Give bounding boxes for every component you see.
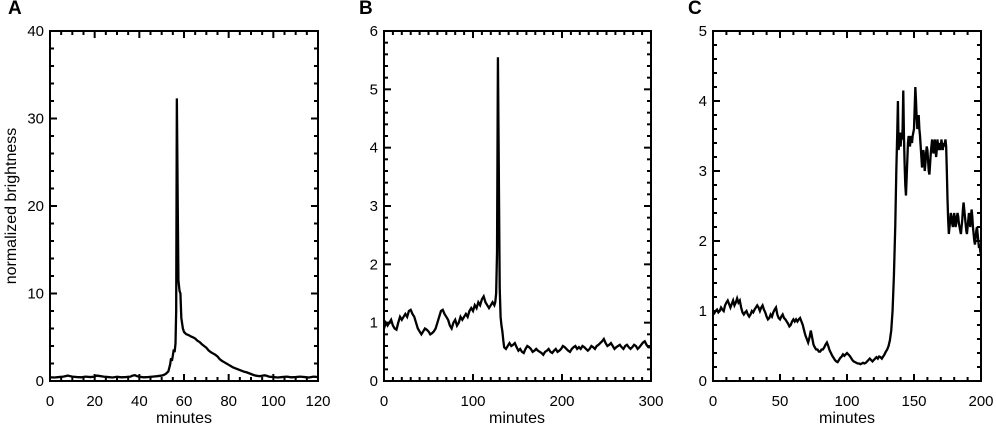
- axis-ticks: [49, 30, 319, 382]
- y-tick-label: 5: [370, 81, 378, 98]
- y-tick-label: 5: [699, 23, 707, 40]
- x-tick-label: 120: [305, 393, 330, 410]
- x-tick-label: 80: [220, 393, 237, 410]
- data-line-c: [712, 86, 983, 366]
- panel-b: 0 100 200 300 0 1 2 3 4 5 6: [370, 23, 664, 410]
- axis-ticks: [383, 30, 652, 382]
- y-tick-label: 2: [699, 233, 707, 250]
- x-tick-label: 300: [638, 393, 663, 410]
- y-tick-label: 20: [27, 198, 44, 215]
- x-tick-label: 50: [772, 393, 789, 410]
- y-tick-label: 0: [36, 373, 44, 390]
- tick-labels: 0 50 100 150 200 0 1 2 3 4 5: [699, 23, 994, 410]
- y-tick-label: 0: [699, 373, 707, 390]
- x-tick-label: 100: [834, 393, 859, 410]
- x-axis-label-c: minutes: [818, 410, 876, 427]
- y-tick-label: 3: [699, 163, 707, 180]
- y-axis-label: normalized brightness: [3, 127, 20, 285]
- x-tick-label: 20: [86, 393, 103, 410]
- y-tick-label: 40: [27, 23, 44, 40]
- y-tick-label: 0: [370, 373, 378, 390]
- x-tick-label: 0: [380, 393, 388, 410]
- y-tick-label: 1: [370, 315, 378, 332]
- x-tick-label: 40: [131, 393, 148, 410]
- y-tick-label: 2: [370, 256, 378, 273]
- y-tick-label: 10: [27, 286, 44, 303]
- x-tick-label: 0: [46, 393, 54, 410]
- x-tick-label: 60: [176, 393, 193, 410]
- y-tick-label: 4: [370, 140, 378, 157]
- data-line-a: [49, 98, 319, 379]
- tick-labels: 0 20 40 60 80 100 120 0 10 20 30 40: [27, 23, 330, 410]
- panel-label-a: A: [8, 0, 23, 19]
- axis-ticks: [712, 30, 982, 382]
- y-tick-label: 1: [699, 303, 707, 320]
- x-axis-label-b: minutes: [488, 410, 546, 427]
- axes-frame: [712, 30, 982, 382]
- panel-label-b: B: [359, 0, 374, 19]
- data-line-b: [382, 57, 651, 357]
- x-axis-label-a: minutes: [155, 410, 213, 427]
- tick-labels: 0 100 200 300 0 1 2 3 4 5 6: [370, 23, 664, 410]
- y-tick-label: 3: [370, 198, 378, 215]
- y-tick-label: 4: [699, 93, 707, 110]
- panel-a: 0 20 40 60 80 100 120 0 10 20 30 40: [27, 23, 330, 410]
- panel-label-c: C: [688, 0, 703, 19]
- x-tick-label: 200: [968, 393, 993, 410]
- x-tick-label: 200: [549, 393, 574, 410]
- x-tick-label: 100: [261, 393, 286, 410]
- x-tick-label: 150: [901, 393, 926, 410]
- x-tick-label: 100: [460, 393, 485, 410]
- panel-c: 0 50 100 150 200 0 1 2 3 4 5: [699, 23, 994, 410]
- x-tick-label: 0: [709, 393, 717, 410]
- y-tick-label: 30: [27, 111, 44, 128]
- y-tick-label: 6: [370, 23, 378, 40]
